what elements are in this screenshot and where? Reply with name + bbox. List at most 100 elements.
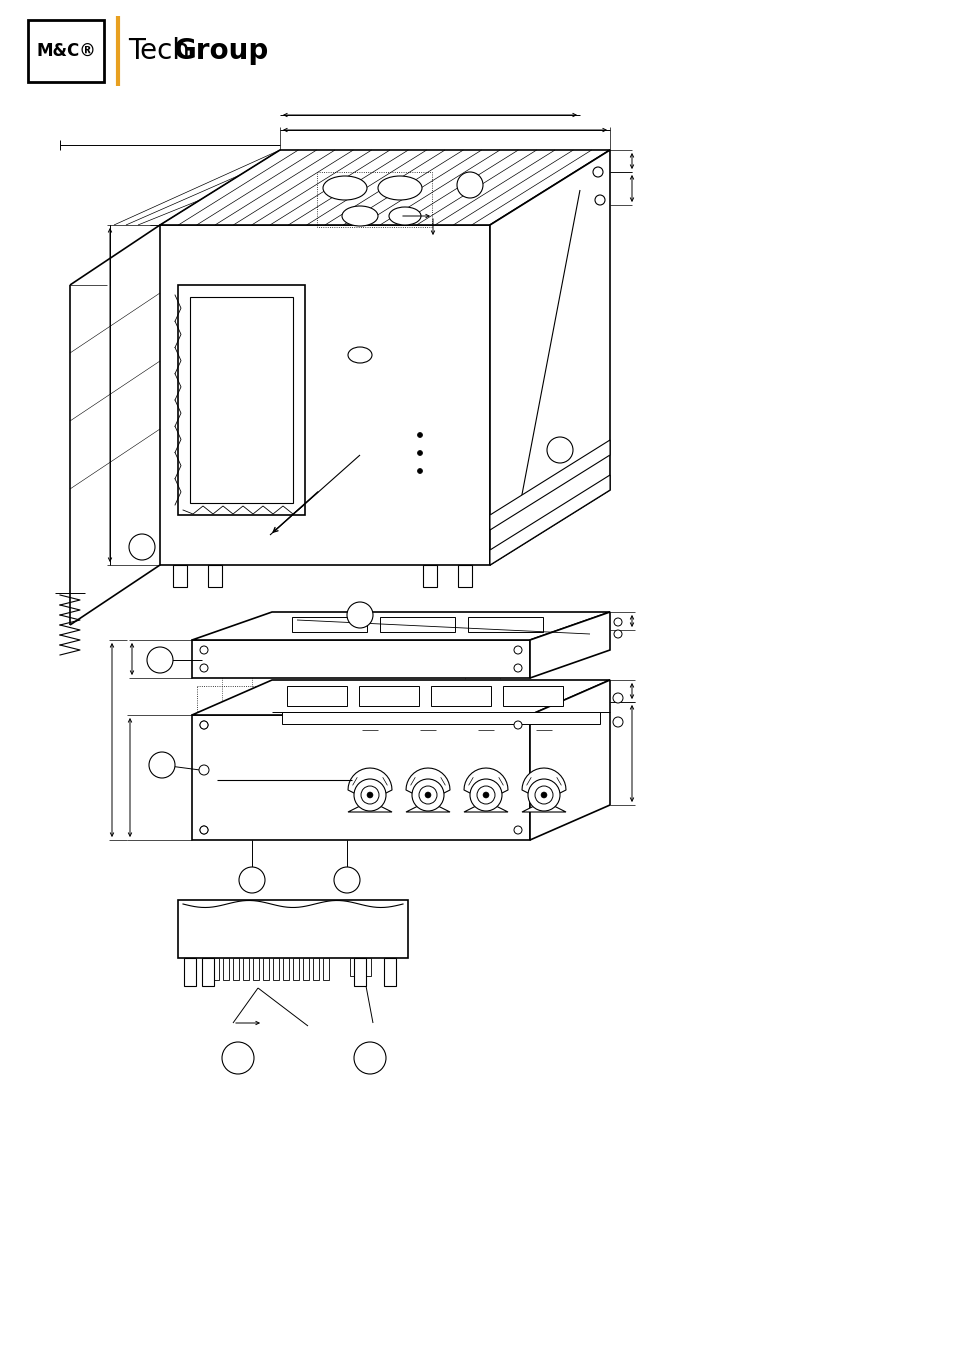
Ellipse shape bbox=[323, 176, 367, 200]
Text: Tech: Tech bbox=[128, 36, 190, 65]
Polygon shape bbox=[502, 686, 562, 706]
Circle shape bbox=[535, 786, 553, 805]
Polygon shape bbox=[521, 768, 565, 811]
Ellipse shape bbox=[341, 207, 377, 225]
Polygon shape bbox=[490, 150, 609, 566]
Polygon shape bbox=[530, 680, 609, 840]
Polygon shape bbox=[303, 958, 309, 980]
Circle shape bbox=[354, 779, 386, 811]
Polygon shape bbox=[463, 768, 507, 811]
Polygon shape bbox=[365, 958, 371, 976]
Polygon shape bbox=[213, 958, 219, 980]
Circle shape bbox=[614, 630, 621, 639]
Polygon shape bbox=[208, 566, 222, 587]
Polygon shape bbox=[292, 617, 367, 632]
Circle shape bbox=[418, 786, 436, 805]
Circle shape bbox=[613, 717, 622, 728]
Text: M&C®: M&C® bbox=[36, 42, 95, 59]
Circle shape bbox=[347, 602, 373, 628]
Polygon shape bbox=[358, 686, 418, 706]
Polygon shape bbox=[263, 958, 269, 980]
Polygon shape bbox=[490, 475, 609, 566]
Polygon shape bbox=[354, 958, 366, 986]
Polygon shape bbox=[172, 566, 187, 587]
Polygon shape bbox=[184, 958, 195, 986]
Polygon shape bbox=[457, 566, 472, 587]
Ellipse shape bbox=[377, 176, 421, 200]
Polygon shape bbox=[243, 958, 249, 980]
Polygon shape bbox=[178, 285, 305, 514]
Polygon shape bbox=[192, 716, 530, 840]
Circle shape bbox=[514, 647, 521, 653]
Circle shape bbox=[199, 765, 209, 775]
Polygon shape bbox=[192, 680, 609, 716]
Circle shape bbox=[456, 171, 482, 198]
Polygon shape bbox=[422, 566, 436, 587]
Circle shape bbox=[412, 779, 443, 811]
Polygon shape bbox=[313, 958, 318, 980]
Circle shape bbox=[424, 792, 431, 798]
Circle shape bbox=[417, 468, 422, 474]
Polygon shape bbox=[190, 297, 293, 504]
Polygon shape bbox=[160, 150, 609, 225]
Circle shape bbox=[514, 664, 521, 672]
Circle shape bbox=[334, 867, 359, 892]
Polygon shape bbox=[384, 958, 395, 986]
Ellipse shape bbox=[389, 207, 420, 225]
Polygon shape bbox=[293, 958, 298, 980]
Circle shape bbox=[546, 437, 573, 463]
Circle shape bbox=[593, 167, 602, 177]
Circle shape bbox=[200, 826, 208, 834]
Circle shape bbox=[514, 721, 521, 729]
Polygon shape bbox=[406, 768, 450, 811]
Circle shape bbox=[614, 618, 621, 626]
Circle shape bbox=[200, 664, 208, 672]
Circle shape bbox=[147, 647, 172, 674]
Polygon shape bbox=[192, 612, 609, 640]
Polygon shape bbox=[273, 958, 278, 980]
Polygon shape bbox=[282, 711, 599, 724]
Polygon shape bbox=[160, 225, 490, 566]
Polygon shape bbox=[202, 958, 213, 986]
Circle shape bbox=[129, 535, 154, 560]
Polygon shape bbox=[323, 958, 329, 980]
Circle shape bbox=[613, 693, 622, 703]
Circle shape bbox=[482, 792, 489, 798]
Polygon shape bbox=[28, 20, 104, 82]
Circle shape bbox=[149, 752, 174, 778]
Ellipse shape bbox=[459, 180, 479, 190]
Circle shape bbox=[417, 451, 422, 455]
Polygon shape bbox=[348, 768, 392, 811]
Polygon shape bbox=[223, 958, 229, 980]
Circle shape bbox=[360, 786, 378, 805]
Polygon shape bbox=[287, 686, 347, 706]
Circle shape bbox=[239, 867, 265, 892]
Circle shape bbox=[527, 779, 559, 811]
Polygon shape bbox=[192, 640, 530, 678]
Circle shape bbox=[200, 826, 208, 834]
Polygon shape bbox=[233, 958, 239, 980]
Polygon shape bbox=[178, 900, 408, 958]
Circle shape bbox=[470, 779, 501, 811]
Circle shape bbox=[367, 792, 373, 798]
Circle shape bbox=[540, 792, 546, 798]
Circle shape bbox=[476, 786, 495, 805]
Polygon shape bbox=[283, 958, 289, 980]
Polygon shape bbox=[379, 617, 455, 632]
Polygon shape bbox=[431, 686, 491, 706]
Circle shape bbox=[200, 721, 208, 729]
Text: Group: Group bbox=[173, 36, 269, 65]
Circle shape bbox=[354, 1042, 386, 1075]
Circle shape bbox=[417, 432, 422, 437]
Polygon shape bbox=[490, 440, 609, 531]
Circle shape bbox=[595, 194, 604, 205]
Polygon shape bbox=[530, 612, 609, 678]
Circle shape bbox=[200, 721, 208, 729]
Polygon shape bbox=[253, 958, 258, 980]
Ellipse shape bbox=[348, 347, 372, 363]
Polygon shape bbox=[350, 958, 355, 976]
Polygon shape bbox=[468, 617, 542, 632]
Circle shape bbox=[200, 647, 208, 653]
Circle shape bbox=[514, 826, 521, 834]
Circle shape bbox=[222, 1042, 253, 1075]
